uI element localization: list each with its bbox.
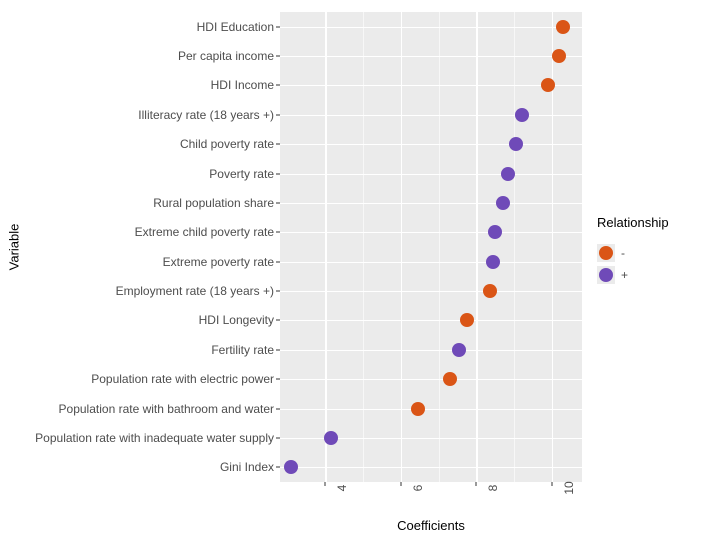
gridline-h — [280, 232, 582, 233]
y-axis-title: Variable — [7, 224, 22, 271]
x-tick-label: 8 — [476, 485, 500, 492]
legend-dot — [599, 268, 613, 282]
y-tick-label: Per capita income — [178, 49, 274, 63]
gridline-h — [280, 467, 582, 468]
y-tick-label: Population rate with electric power — [91, 372, 274, 386]
plot-panel — [280, 12, 582, 482]
gridline-h — [280, 409, 582, 410]
x-tick-label: 4 — [325, 485, 349, 492]
y-tick-mark — [276, 85, 280, 86]
data-point — [443, 372, 457, 386]
gridline-h — [280, 379, 582, 380]
legend-key — [597, 266, 615, 284]
data-point — [483, 284, 497, 298]
legend-dot — [599, 246, 613, 260]
gridline-minor-v — [363, 12, 364, 482]
legend-label: - — [621, 246, 625, 260]
data-point — [284, 460, 298, 474]
data-point — [509, 137, 523, 151]
data-point — [515, 108, 529, 122]
y-tick-label: Fertility rate — [211, 343, 274, 357]
y-tick-label: Illiteracy rate (18 years +) — [138, 108, 274, 122]
data-point — [496, 196, 510, 210]
gridline-h — [280, 56, 582, 57]
y-tick-mark — [276, 202, 280, 203]
y-tick-label: Population rate with inadequate water su… — [35, 431, 274, 445]
gridline-h — [280, 320, 582, 321]
y-tick-mark — [276, 261, 280, 262]
y-tick-label: Gini Index — [220, 460, 274, 474]
y-tick-label: Poverty rate — [209, 167, 274, 181]
gridline-h — [280, 203, 582, 204]
gridline-h — [280, 115, 582, 116]
chart-figure: HDI Education Per capita income HDI Income… — [0, 0, 709, 546]
y-tick-mark — [276, 144, 280, 145]
y-tick-label: HDI Longevity — [199, 313, 274, 327]
gridline-h — [280, 144, 582, 145]
y-tick-label: Employment rate (18 years +) — [116, 284, 274, 298]
legend-label: + — [621, 268, 628, 282]
legend-item: + — [597, 266, 669, 284]
gridline-h — [280, 174, 582, 175]
gridline-h — [280, 291, 582, 292]
gridline-major-v — [401, 12, 403, 482]
gridline-minor-v — [514, 12, 515, 482]
y-tick-mark — [276, 232, 280, 233]
y-tick-mark — [276, 173, 280, 174]
data-point — [460, 313, 474, 327]
y-tick-label: Population rate with bathroom and water — [59, 402, 274, 416]
y-tick-mark — [276, 349, 280, 350]
y-tick-mark — [276, 408, 280, 409]
data-point — [324, 431, 338, 445]
legend-item: - — [597, 244, 669, 262]
data-point — [552, 49, 566, 63]
data-point — [541, 78, 555, 92]
y-tick-label: Extreme child poverty rate — [135, 225, 274, 239]
x-tick-label: 6 — [401, 485, 425, 492]
data-point — [556, 20, 570, 34]
data-point — [486, 255, 500, 269]
legend-key — [597, 244, 615, 262]
y-tick-mark — [276, 26, 280, 27]
y-tick-mark — [276, 114, 280, 115]
gridline-h — [280, 350, 582, 351]
y-tick-label: HDI Education — [197, 20, 274, 34]
gridline-h — [280, 27, 582, 28]
gridline-major-v — [476, 12, 478, 482]
data-point — [488, 225, 502, 239]
y-tick-mark — [276, 437, 280, 438]
x-axis-title: Coefficients — [397, 518, 465, 533]
gridline-minor-v — [439, 12, 440, 482]
y-tick-mark — [276, 467, 280, 468]
y-tick-label: HDI Income — [211, 78, 274, 92]
data-point — [411, 402, 425, 416]
y-tick-label: Extreme poverty rate — [163, 255, 274, 269]
y-tick-label: Child poverty rate — [180, 137, 274, 151]
y-tick-mark — [276, 291, 280, 292]
y-tick-mark — [276, 320, 280, 321]
legend-title: Relationship — [597, 215, 669, 230]
legend: Relationship - + — [597, 215, 669, 288]
y-tick-mark — [276, 379, 280, 380]
gridline-h — [280, 85, 582, 86]
x-tick-label: 10 — [552, 481, 576, 494]
y-tick-mark — [276, 56, 280, 57]
data-point — [501, 167, 515, 181]
data-point — [452, 343, 466, 357]
gridline-h — [280, 262, 582, 263]
gridline-major-v — [325, 12, 327, 482]
y-tick-label: Rural population share — [153, 196, 274, 210]
